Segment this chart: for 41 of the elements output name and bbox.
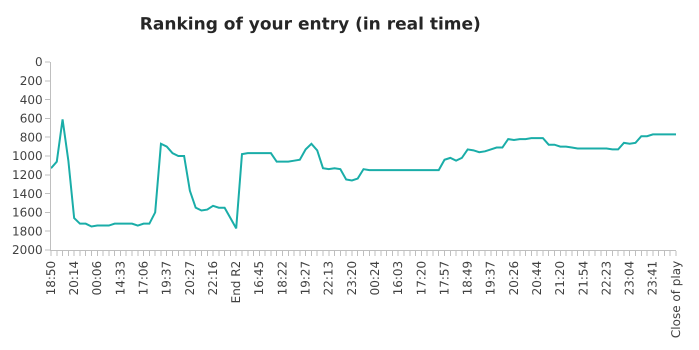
- x-tick-label: 20:44: [530, 260, 544, 296]
- chart-title: Ranking of your entry (in real time): [140, 14, 481, 34]
- y-tick-label: 0: [34, 55, 43, 70]
- x-tick-label: 21:20: [553, 260, 568, 296]
- y-tick-label: 800: [20, 130, 43, 144]
- x-tick-label: 19:37: [484, 260, 498, 296]
- x-tick-label: 18:22: [275, 260, 290, 296]
- x-tick-label: 16:03: [391, 260, 406, 296]
- x-tick-label: 18:50: [44, 260, 58, 296]
- line-series: [51, 118, 676, 230]
- x-tick-label: 22:16: [206, 260, 220, 296]
- x-tick-label: 21:54: [576, 260, 590, 296]
- x-tick-label: 20:27: [182, 260, 197, 296]
- x-tick-label: 17:57: [437, 260, 452, 296]
- x-tick-label: 19:27: [298, 260, 313, 296]
- x-tick-label: 17:20: [414, 260, 428, 296]
- x-tick-label: 23:04: [622, 260, 637, 296]
- x-tick-label: 22:23: [599, 260, 614, 296]
- x-tick-label: 22:13: [322, 260, 336, 296]
- y-tick-label: 1200: [12, 168, 43, 182]
- x-tick-label: 00:06: [90, 260, 104, 296]
- x-tick-label: 20:14: [67, 260, 82, 296]
- x-tick-label: 23:20: [344, 260, 359, 296]
- x-tick-label: 20:26: [506, 260, 521, 296]
- y-tick-label: 400: [20, 92, 43, 107]
- x-tick-label: 18:49: [460, 260, 475, 296]
- y-tick-label: 200: [20, 74, 43, 88]
- x-tick-label: 19:37: [160, 260, 174, 296]
- x-tick-label: 17:06: [136, 260, 150, 296]
- x-tick-label: 23:41: [646, 260, 660, 296]
- x-tick-label: 14:33: [113, 260, 128, 296]
- x-tick-label: End R2: [229, 260, 244, 304]
- y-tick-label: 1000: [12, 149, 43, 164]
- x-tick-label: Close of play: [668, 260, 683, 338]
- y-tick-label: 600: [20, 112, 43, 126]
- y-tick-label: 1800: [12, 224, 43, 238]
- x-tick-label: 16:45: [252, 260, 266, 296]
- y-tick-label: 2000: [12, 243, 43, 258]
- y-tick-label: 1600: [12, 206, 43, 220]
- y-tick-label: 1400: [12, 186, 43, 201]
- x-tick-label: 00:24: [368, 260, 382, 296]
